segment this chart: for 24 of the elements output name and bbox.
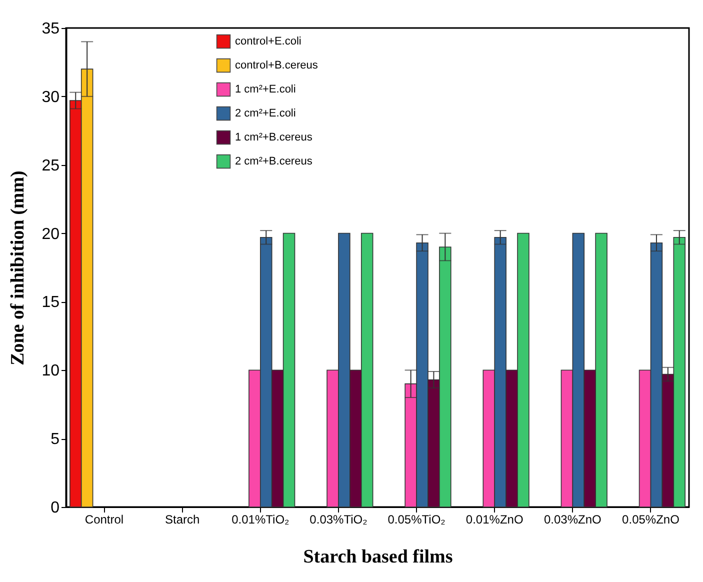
x-tick-label: 0.01%ZnO (466, 512, 524, 526)
y-tick-label: 20 (42, 226, 60, 243)
x-tick-label: 0.03%TiO₂ (310, 512, 368, 526)
y-tick-label: 5 (50, 431, 60, 448)
x-tick-label: 0.05%TiO₂ (388, 512, 446, 526)
y-tick-label: 10 (42, 362, 60, 380)
x-tick-label: Control (84, 512, 124, 526)
y-axis-title: Zone of inhibition (mm) (8, 170, 29, 366)
y-tick-label: 25 (42, 157, 60, 174)
y-tick-label: 15 (42, 294, 60, 312)
y-tick-label: 0 (50, 500, 60, 516)
x-axis-title: Starch based films (303, 546, 453, 568)
legend-label: 1 cm²+E.coli (235, 84, 296, 96)
x-tick-label: Starch (164, 512, 200, 526)
legend-label: 1 cm²+B.cereus (235, 132, 313, 144)
x-tick-label: 0.05%ZnO (622, 512, 680, 526)
legend-label: 2 cm²+E.coli (235, 108, 296, 120)
legend-label: 2 cm²+B.cereus (235, 156, 313, 168)
y-tick-label: 35 (42, 20, 60, 38)
y-tick-label: 30 (42, 88, 60, 106)
legend-label: control+E.coli (235, 36, 302, 48)
x-tick-label: 0.03%ZnO (544, 512, 602, 526)
x-tick-label: 0.01%TiO₂ (232, 512, 290, 526)
legend-label: control+B.cereus (235, 60, 318, 72)
